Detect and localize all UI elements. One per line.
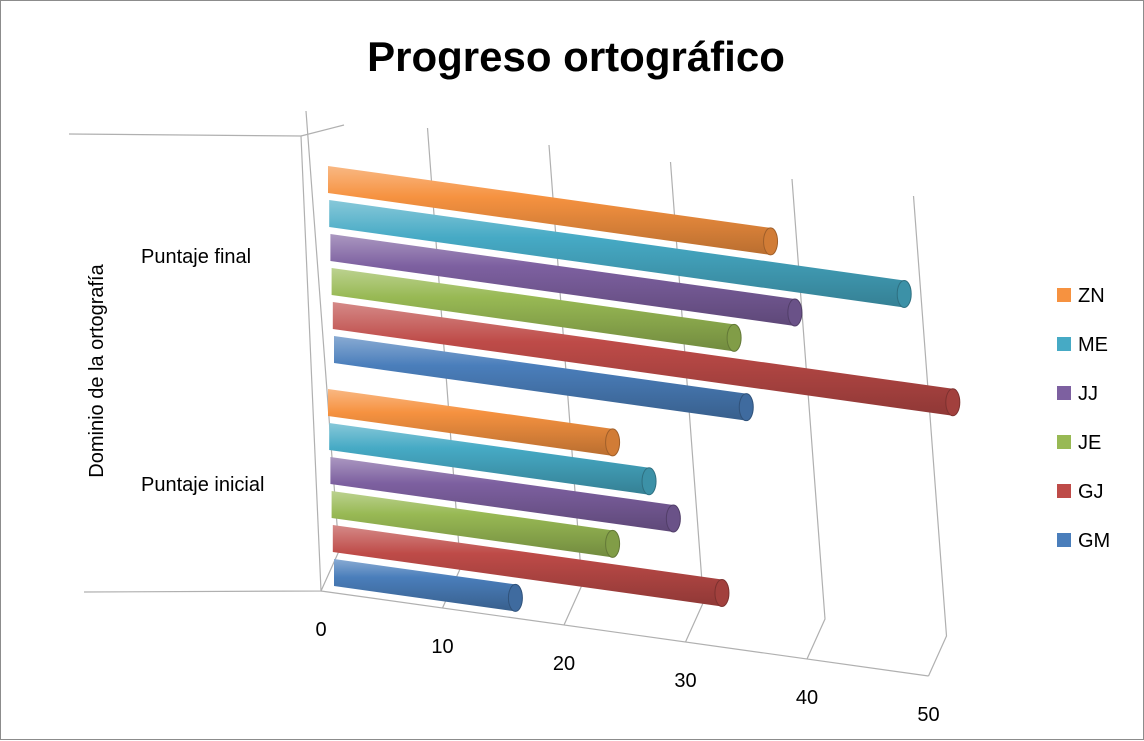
legend-item: GJ <box>1057 481 1104 503</box>
legend: ZN ME JJ JE GJ GM <box>1057 285 1110 552</box>
floor-edge <box>320 590 929 677</box>
legend-swatch <box>1057 386 1071 400</box>
y-axis-categories: Puntaje inicial Puntaje final <box>141 246 264 496</box>
x-axis-ticks: 0 10 20 30 40 50 <box>315 619 939 726</box>
y-axis-title: Dominio de la ortografía <box>86 263 108 477</box>
bar-me-1 <box>329 200 905 308</box>
x-tick-label: 50 <box>917 704 939 726</box>
bar-cap <box>896 279 912 308</box>
legend-label: GM <box>1078 530 1110 552</box>
legend-swatch <box>1057 435 1071 449</box>
bar-cap <box>726 323 742 352</box>
bar-cap <box>714 578 730 607</box>
bar-cap <box>787 298 803 327</box>
bar-je-1 <box>331 268 735 352</box>
bar-jj-1 <box>330 234 795 326</box>
bar-cap <box>641 467 657 496</box>
x-tick-label: 30 <box>674 670 696 692</box>
legend-item: ME <box>1057 334 1108 356</box>
legend-swatch <box>1057 533 1071 547</box>
bar-cap <box>605 529 621 558</box>
legend-label: ME <box>1078 334 1108 356</box>
x-tick-label: 40 <box>796 687 818 709</box>
legend-label: ZN <box>1078 285 1105 307</box>
bar-me-0 <box>329 423 650 495</box>
legend-item: GM <box>1057 530 1110 552</box>
bar-cap <box>507 583 523 612</box>
bar-cap <box>605 428 621 457</box>
legend-label: JE <box>1078 432 1101 454</box>
side-wall <box>68 133 322 593</box>
bar-je-0 <box>331 491 613 558</box>
bar-gm-0 <box>334 559 516 612</box>
bar-gj-0 <box>332 525 722 607</box>
legend-item: JE <box>1057 432 1101 454</box>
y-category-label: Puntaje final <box>141 246 251 268</box>
legend-item: ZN <box>1057 285 1105 307</box>
gridline <box>912 195 948 677</box>
legend-label: GJ <box>1078 481 1104 503</box>
legend-label: JJ <box>1078 383 1098 405</box>
bars <box>328 166 961 612</box>
bar-zn-0 <box>328 389 613 456</box>
bar-cap <box>763 227 779 256</box>
bar-gm-1 <box>334 336 747 421</box>
bar-cap <box>945 388 961 417</box>
bar-gj-1 <box>332 302 953 416</box>
x-tick-label: 20 <box>553 653 575 675</box>
legend-swatch <box>1057 337 1071 351</box>
bar-jj-0 <box>330 457 674 532</box>
chart-title: Progreso ortográfico <box>367 33 785 80</box>
bar-cap <box>738 393 754 422</box>
legend-swatch <box>1057 484 1071 498</box>
x-tick-label: 0 <box>315 619 326 641</box>
legend-item: JJ <box>1057 383 1098 405</box>
x-tick-label: 10 <box>431 636 453 658</box>
gridline <box>791 178 826 660</box>
legend-swatch <box>1057 288 1071 302</box>
y-category-label: Puntaje inicial <box>141 474 264 496</box>
bar-zn-1 <box>328 166 771 255</box>
bar-cap <box>665 504 681 533</box>
chart-walls <box>68 124 345 593</box>
